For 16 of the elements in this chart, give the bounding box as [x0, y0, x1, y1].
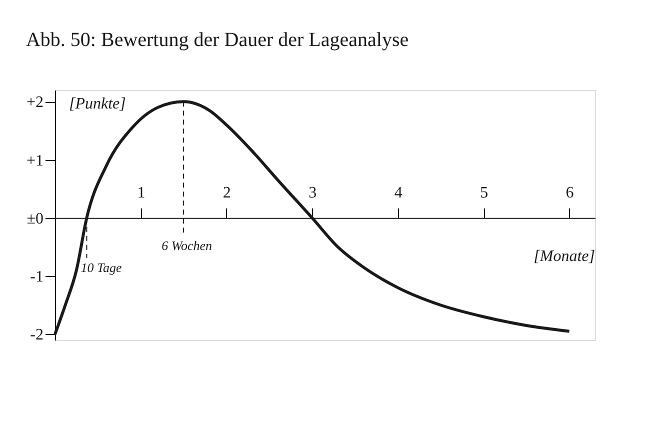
x-tick-label: 4 [394, 184, 402, 202]
annotation: 6 Wochen [162, 238, 212, 253]
x-axis-title: [Monate] [534, 248, 595, 265]
y-tick-label: +2 [26, 94, 44, 112]
y-tick-label: ±0 [26, 210, 44, 228]
x-tick-label: 2 [222, 184, 231, 202]
y-tick-label: -2 [30, 326, 44, 344]
y-axis-title: [Punkte] [69, 96, 126, 113]
x-tick-label: 5 [480, 184, 488, 202]
x-tick-label: 6 [566, 184, 574, 202]
chart-title: Abb. 50: Bewertung der Dauer der Lageanalyse [26, 29, 409, 51]
y-tick-label: -1 [30, 268, 44, 286]
annotation: 10 Tage [80, 260, 122, 275]
x-tick-label: 1 [137, 184, 146, 202]
y-tick-label: +1 [26, 152, 44, 170]
x-tick-label: 3 [308, 184, 317, 202]
